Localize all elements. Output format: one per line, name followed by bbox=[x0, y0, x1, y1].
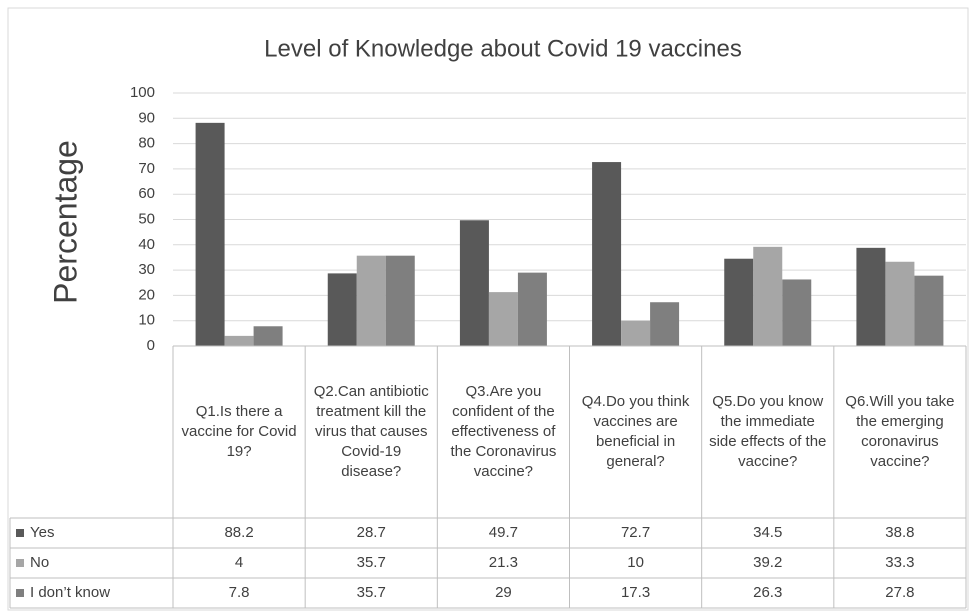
category-label: Q1.Is there a vaccine for Covid 19? bbox=[181, 403, 297, 460]
legend-swatch bbox=[16, 559, 24, 567]
bar bbox=[856, 247, 886, 346]
table-value: 4 bbox=[234, 554, 244, 571]
bar bbox=[517, 272, 547, 346]
category-label: Q5.Do you know the immediate side effect… bbox=[709, 393, 827, 470]
bar bbox=[782, 279, 812, 346]
category-label: Q4.Do you think vaccines are beneficial … bbox=[581, 393, 690, 470]
y-tick-label: 10 bbox=[138, 312, 155, 329]
bar bbox=[753, 246, 783, 346]
bar bbox=[459, 220, 489, 346]
legend-swatch bbox=[16, 589, 24, 597]
y-tick-label: 70 bbox=[138, 160, 155, 177]
table-value: 49.7 bbox=[488, 524, 518, 541]
table-value: 17.3 bbox=[620, 584, 651, 601]
y-tick-label: 80 bbox=[138, 135, 155, 152]
bar bbox=[356, 255, 386, 346]
y-tick-label: 20 bbox=[138, 286, 155, 303]
bar bbox=[914, 275, 944, 346]
category-label: Q2.Can antibiotic treatment kill the vir… bbox=[313, 383, 429, 480]
table-value: 29 bbox=[495, 584, 512, 601]
y-tick-label: 50 bbox=[138, 210, 155, 227]
y-tick-label: 60 bbox=[138, 185, 155, 202]
y-tick-label: 30 bbox=[138, 261, 155, 278]
table-value: 26.3 bbox=[753, 584, 783, 601]
bar bbox=[488, 292, 518, 346]
y-tick-label: 40 bbox=[138, 236, 155, 253]
table-value: 28.7 bbox=[356, 524, 386, 541]
bar bbox=[650, 302, 680, 346]
category-label: Q3.Are you confident of the effectivenes… bbox=[450, 383, 557, 480]
bar bbox=[327, 273, 357, 346]
table-value: 27.8 bbox=[885, 584, 915, 601]
bar bbox=[385, 255, 415, 346]
table-value: 35.7 bbox=[356, 584, 386, 601]
y-tick-label: 100 bbox=[130, 84, 155, 101]
y-tick-label: 0 bbox=[147, 337, 155, 354]
bar bbox=[621, 320, 651, 346]
category-label: Q6.Will you take the emerging coronaviru… bbox=[845, 393, 955, 470]
bar bbox=[592, 162, 622, 346]
table-value: 7.8 bbox=[228, 584, 250, 601]
chart-title: Level of Knowledge about Covid 19 vaccin… bbox=[264, 35, 742, 62]
y-tick-label: 90 bbox=[138, 109, 155, 126]
table-value: 35.7 bbox=[356, 554, 386, 571]
bar bbox=[195, 122, 225, 346]
table-value: 38.8 bbox=[885, 524, 915, 541]
bar bbox=[885, 261, 915, 346]
legend-label: I don’t know bbox=[30, 584, 111, 601]
table-value: 21.3 bbox=[488, 554, 518, 571]
table-value: 33.3 bbox=[885, 554, 915, 571]
table-value: 39.2 bbox=[753, 554, 783, 571]
y-axis-label: Percentage bbox=[47, 140, 83, 304]
table-value: 10 bbox=[627, 554, 644, 571]
legend-label: Yes bbox=[30, 524, 55, 541]
table-value: 88.2 bbox=[224, 524, 254, 541]
bar bbox=[253, 326, 283, 346]
table-value: 72.7 bbox=[620, 524, 651, 541]
table-value: 34.5 bbox=[753, 524, 783, 541]
bar bbox=[224, 335, 254, 346]
bar bbox=[724, 258, 754, 346]
chart-border bbox=[7, 7, 969, 611]
legend-label: No bbox=[30, 554, 50, 571]
legend-swatch bbox=[16, 529, 24, 537]
